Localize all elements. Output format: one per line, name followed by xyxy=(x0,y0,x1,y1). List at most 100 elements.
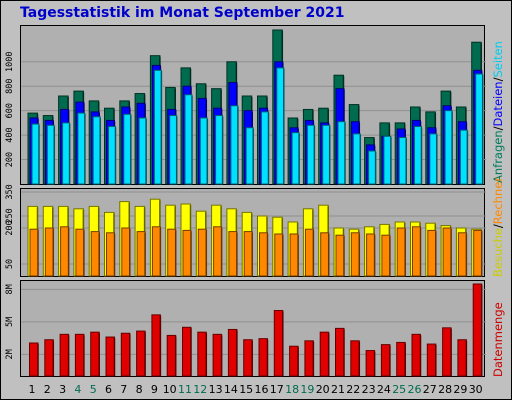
bar-datenmenge xyxy=(197,331,207,377)
x-tick-label: 30 xyxy=(469,383,483,396)
bar-datenmenge xyxy=(74,333,85,377)
x-tick-label: 6 xyxy=(105,383,112,396)
bar-seiten xyxy=(261,111,269,185)
bar-besuche xyxy=(412,226,421,277)
x-tick-label: 1 xyxy=(29,383,36,396)
bar-seiten xyxy=(199,117,208,185)
y-tick-label: 8M xyxy=(5,284,15,294)
bar-datenmenge xyxy=(166,334,177,377)
x-tick-label: 9 xyxy=(151,383,158,396)
x-tick-label: 13 xyxy=(209,383,223,396)
y-tick-label: 800 xyxy=(5,79,15,94)
x-tick-label: 10 xyxy=(163,383,177,396)
x-tick-label: 22 xyxy=(346,383,360,396)
bar-seiten xyxy=(169,115,178,185)
bar-seiten xyxy=(184,94,193,185)
legend-requests-label: Anfragen/Dateien/Seiten xyxy=(491,41,505,183)
bar-datenmenge xyxy=(29,342,39,377)
legend-part: Anfragen xyxy=(491,130,505,183)
x-tick-label: 2 xyxy=(44,383,51,396)
bar-seiten xyxy=(245,127,254,185)
bar-datenmenge xyxy=(273,310,284,377)
bar-datenmenge xyxy=(365,350,376,377)
y-tick-label: 5M xyxy=(5,317,15,327)
bar-seiten xyxy=(123,113,132,185)
bar-datenmenge xyxy=(319,331,330,377)
bar-besuche xyxy=(106,232,115,277)
bar-besuche xyxy=(289,233,299,277)
y-tick-label: 600 xyxy=(5,103,15,118)
y-tick-label: 400 xyxy=(5,127,15,142)
bar-seiten xyxy=(352,133,361,185)
bar-seiten xyxy=(414,126,422,185)
x-tick-label: 11 xyxy=(178,383,192,396)
x-tick-label: 17 xyxy=(270,383,284,396)
y-tick-label: 200 xyxy=(5,220,15,235)
x-tick-label: 8 xyxy=(136,383,143,396)
x-tick-label: 24 xyxy=(377,383,391,396)
y-tick-label: 1000 xyxy=(5,52,15,72)
y-tick-label: 200 xyxy=(5,152,15,167)
bar-besuche xyxy=(243,231,253,277)
legend-part: Rechner xyxy=(491,176,505,225)
bar-datenmenge xyxy=(380,344,391,377)
bar-seiten xyxy=(77,112,86,185)
requests-chart: 200 400 600 800 1000 xyxy=(5,29,486,185)
bar-besuche xyxy=(44,227,54,277)
bar-datenmenge xyxy=(258,338,268,377)
bar-datenmenge xyxy=(120,332,131,377)
x-tick-label: 25 xyxy=(392,383,406,396)
bar-datenmenge xyxy=(243,339,253,377)
legend-volume-label: Datenmenge xyxy=(491,302,505,377)
panel-visits: 50 200 250 350 xyxy=(5,184,486,277)
bar-datenmenge xyxy=(90,331,100,377)
bar-seiten xyxy=(306,124,315,185)
bar-seiten xyxy=(138,117,147,185)
bar-seiten xyxy=(215,115,224,185)
y-tick-label: 2M xyxy=(5,349,15,359)
x-tick-label: 23 xyxy=(362,383,376,396)
bar-besuche xyxy=(121,227,131,277)
bar-besuche xyxy=(90,231,100,277)
bar-besuche xyxy=(197,228,207,277)
bar-datenmenge xyxy=(105,336,115,377)
bar-besuche xyxy=(366,233,376,277)
bar-seiten xyxy=(383,135,392,185)
x-axis-labels: 1 2 3 4 5 6 7 8 9 10 11 12 13 14 15 16 17 18 19 20 21 22 23 24 2… xyxy=(29,383,483,396)
bar-besuche xyxy=(182,229,192,277)
bar-datenmenge xyxy=(442,327,452,377)
bar-seiten xyxy=(475,73,484,185)
legend-visits-label: Besuche/Rechner xyxy=(491,177,505,277)
bar-seiten xyxy=(322,124,331,185)
bar-datenmenge xyxy=(227,328,238,377)
x-tick-label: 20 xyxy=(316,383,330,396)
panel-requests: 200 400 600 800 1000 xyxy=(5,25,486,185)
bar-datenmenge xyxy=(59,333,70,377)
bar-besuche xyxy=(213,226,223,277)
legend-part: / xyxy=(491,77,505,82)
x-tick-label: 5 xyxy=(90,383,97,396)
bar-besuche xyxy=(381,234,391,277)
bar-besuche xyxy=(75,228,85,277)
bar-datenmenge xyxy=(411,333,421,377)
bar-besuche xyxy=(442,227,452,277)
x-tick-label: 18 xyxy=(285,383,299,396)
legend-part: / xyxy=(491,224,505,229)
x-tick-label: 4 xyxy=(74,383,81,396)
bar-datenmenge xyxy=(472,283,483,377)
x-tick-label: 14 xyxy=(224,383,238,396)
bar-seiten xyxy=(398,137,407,185)
x-tick-label: 28 xyxy=(438,383,452,396)
chart-title: Tagesstatistik im Monat September 2021 xyxy=(20,5,345,21)
bar-besuche xyxy=(427,229,437,277)
x-tick-label: 15 xyxy=(239,383,253,396)
legend-part: Datenmenge xyxy=(491,302,505,377)
bar-seiten xyxy=(46,124,55,185)
x-tick-label: 21 xyxy=(331,383,345,396)
x-tick-label: 3 xyxy=(59,383,66,396)
bar-seiten xyxy=(153,69,162,185)
bar-seiten xyxy=(368,150,377,185)
bar-seiten xyxy=(230,105,239,185)
bar-besuche xyxy=(136,231,146,277)
